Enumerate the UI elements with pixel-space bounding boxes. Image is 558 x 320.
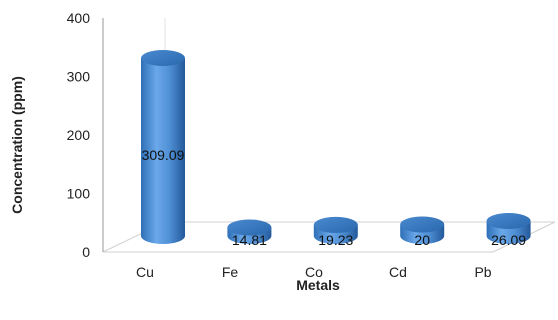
- y-axis-title: Concentration (ppm): [9, 76, 25, 214]
- x-tick-label: Cu: [136, 264, 154, 280]
- y-axis-ticks: 0 100 200 300 400: [67, 10, 91, 260]
- x-axis-title: Metals: [296, 277, 340, 293]
- bar-top: [400, 216, 444, 232]
- x-tick-label: Pb: [474, 264, 491, 280]
- x-tick-label: Fe: [222, 264, 239, 280]
- bar-top: [487, 213, 531, 229]
- y-tick-label: 400: [67, 10, 91, 26]
- data-label: 14.81: [232, 232, 267, 248]
- data-label: 20: [414, 232, 430, 248]
- data-label: 309.09: [142, 147, 185, 163]
- y-tick-label: 100: [67, 186, 91, 202]
- bar-top: [141, 50, 185, 66]
- y-tick-label: 200: [67, 127, 91, 143]
- bars: [141, 50, 531, 244]
- data-label: 26.09: [491, 232, 526, 248]
- x-tick-label: Cd: [389, 264, 407, 280]
- bar-top: [314, 217, 358, 233]
- data-label: 19.23: [318, 232, 353, 248]
- y-tick-label: 300: [67, 69, 91, 85]
- y-tick-label: 0: [82, 244, 90, 260]
